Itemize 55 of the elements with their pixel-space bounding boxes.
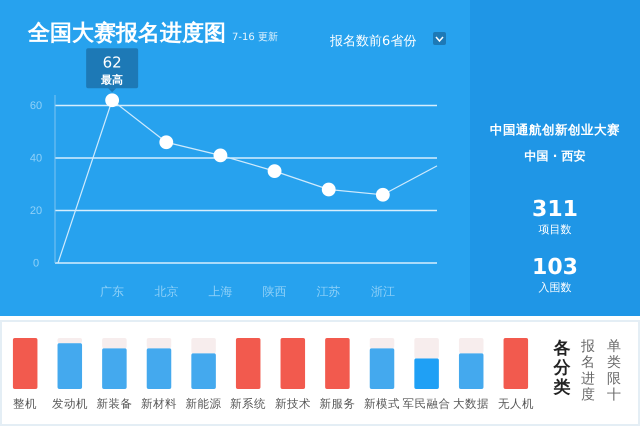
text: 中国通航创新创业大赛: [490, 122, 620, 137]
data-label: 103: [532, 255, 578, 280]
annotation: 最高: [100, 73, 124, 86]
bar: [146, 338, 172, 348]
bar: [58, 343, 82, 389]
x-tick-label: 军民融合: [402, 397, 451, 410]
x-tick-label: 新装备: [96, 396, 132, 410]
x-tick-label: 新能源: [186, 396, 222, 410]
bar: [191, 338, 216, 354]
bar: [325, 338, 350, 389]
bar: [102, 348, 127, 389]
bar: [102, 338, 127, 348]
chart-title: 全国大赛报名进度图: [27, 20, 226, 46]
x-tick-label: 上海: [208, 284, 232, 299]
x-tick-label: 发动机: [52, 397, 88, 410]
text: 中国 · 西安: [524, 149, 586, 163]
x-tick-label: 江苏: [316, 284, 341, 299]
x-tick-label: 大数据: [453, 397, 490, 410]
bar: [191, 353, 216, 389]
x-tick-label: 陕西: [262, 284, 287, 299]
bar: [12, 338, 38, 389]
category-label: 入围数: [538, 281, 572, 294]
bar: [414, 338, 439, 358]
bar: [236, 338, 260, 389]
bar: [146, 348, 172, 389]
x-tick-label: 新材料: [140, 396, 177, 410]
bar: [458, 338, 484, 354]
bar: [458, 353, 484, 389]
x-tick-label: 北京: [154, 284, 178, 299]
text: 单类限十: [607, 338, 621, 403]
bar: [370, 348, 394, 389]
x-tick-label: 浙江: [370, 284, 395, 299]
y-tick-label: 0: [32, 258, 40, 270]
bar: [280, 338, 306, 389]
text: 报名进度: [580, 338, 595, 403]
bar: [370, 338, 394, 348]
x-tick-label: 新服务: [319, 396, 356, 410]
chart-subtitle: 7-16 更新: [232, 31, 278, 43]
text: 报名数前6省份: [329, 34, 416, 49]
text: 各分类: [552, 338, 572, 398]
x-tick-label: 无人机: [498, 397, 534, 410]
x-tick-label: 新模式: [364, 396, 400, 410]
y-tick-label: 20: [30, 205, 42, 218]
data-label: 311: [532, 197, 578, 222]
y-tick-label: 60: [30, 100, 42, 112]
x-tick-label: 新技术: [274, 396, 311, 410]
y-tick-label: 40: [30, 152, 42, 165]
x-tick-label: 广东: [100, 284, 124, 299]
bar: [58, 338, 82, 344]
bar: [414, 358, 439, 389]
category-label: 项目数: [538, 223, 572, 236]
data-label: 62: [102, 53, 122, 72]
x-tick-label: 整机: [13, 397, 38, 410]
x-tick-label: 新系统: [230, 396, 266, 410]
bar: [504, 338, 528, 389]
